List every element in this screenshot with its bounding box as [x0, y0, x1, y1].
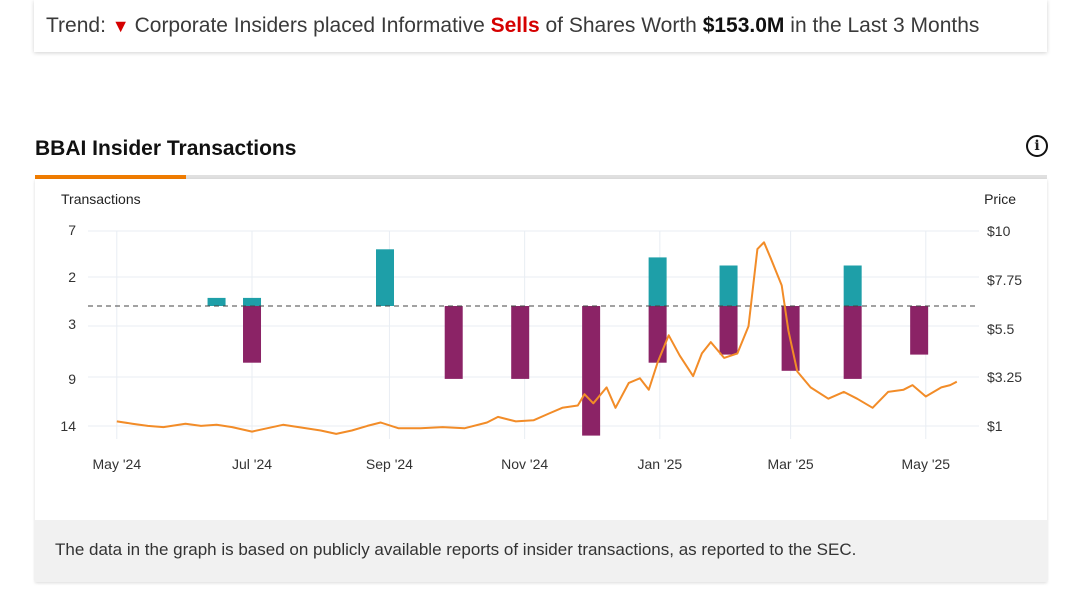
x-tick-label: Mar '25: [767, 456, 813, 472]
right-tick-label: $10: [987, 223, 1011, 239]
trend-text: Trend: ▼ Corporate Insiders placed Inform…: [46, 14, 979, 38]
buy-bar: [243, 297, 262, 306]
left-tick-label: 14: [60, 418, 76, 434]
sell-bar: [582, 306, 601, 436]
x-tick-label: Sep '24: [366, 456, 413, 472]
triangle-down-icon: ▼: [111, 16, 130, 36]
trend-amount: $153.0M: [702, 14, 785, 37]
trend-banner: Trend: ▼ Corporate Insiders placed Inform…: [34, 0, 1047, 52]
sell-bar: [910, 306, 929, 355]
buy-bar: [843, 265, 862, 306]
insider-transactions-chart: Transactions Price 7 2 3 9 14 $10 $7.75 $5.5 $3.25…: [60, 191, 1022, 472]
x-tick-label: Jan '25: [637, 456, 682, 472]
right-tick-label: $1: [987, 418, 1003, 434]
right-axis-title: Price: [984, 191, 1016, 207]
left-tick-label: 7: [68, 222, 76, 238]
right-tick-label: $5.5: [987, 321, 1014, 337]
buy-bar: [207, 297, 226, 306]
right-tick-label: $7.75: [987, 272, 1022, 288]
sell-bar: [444, 306, 463, 379]
sell-bar: [648, 306, 667, 363]
tab-strip: [35, 175, 1047, 179]
footnote-panel: The data in the graph is based on public…: [35, 520, 1047, 582]
sell-bar: [719, 306, 738, 355]
active-tab-indicator: [35, 175, 186, 179]
x-tick-label: Nov '24: [501, 456, 548, 472]
price-line: [116, 241, 958, 435]
chart-card: Transactions Price 7 2 3 9 14 $10 $7.75 $5.5 $3.25…: [35, 179, 1047, 582]
info-icon[interactable]: i: [1026, 135, 1048, 157]
right-tick-label: $3.25: [987, 369, 1022, 385]
x-tick-label: May '25: [902, 456, 951, 472]
trend-label: Trend:: [46, 14, 106, 37]
sell-bar: [243, 306, 262, 363]
sell-bar: [511, 306, 530, 379]
left-tick-label: 2: [68, 269, 76, 285]
trend-text-after: in the Last 3 Months: [790, 14, 980, 37]
sell-bar: [843, 306, 862, 379]
x-tick-label: Jul '24: [232, 456, 272, 472]
trend-action: Sells: [490, 14, 540, 37]
left-axis-title: Transactions: [61, 191, 141, 207]
footnote-text: The data in the graph is based on public…: [55, 540, 857, 559]
x-tick-label: May '24: [93, 456, 142, 472]
buy-bar: [719, 265, 738, 306]
left-tick-label: 3: [68, 316, 76, 332]
section-title: BBAI Insider Transactions: [35, 137, 297, 160]
buy-bar: [376, 249, 394, 306]
trend-text-before: Corporate Insiders placed Informative: [134, 14, 485, 37]
buy-bar: [648, 257, 667, 306]
left-tick-label: 9: [68, 371, 76, 387]
trend-text-middle: of Shares Worth: [545, 14, 697, 37]
